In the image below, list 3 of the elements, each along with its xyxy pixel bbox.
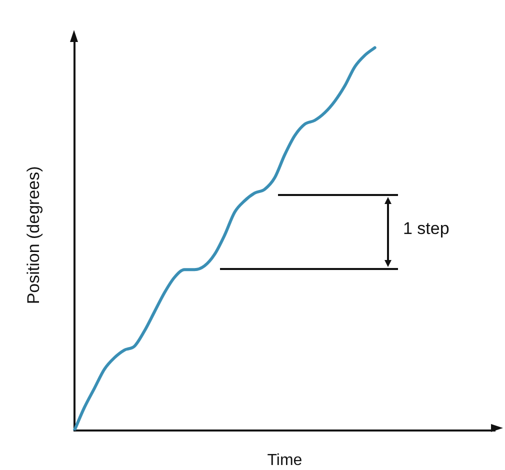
x-axis-title: Time [267, 452, 302, 469]
y-axis-title: Position (degrees) [24, 166, 43, 304]
annotation: 1 step [403, 219, 450, 239]
